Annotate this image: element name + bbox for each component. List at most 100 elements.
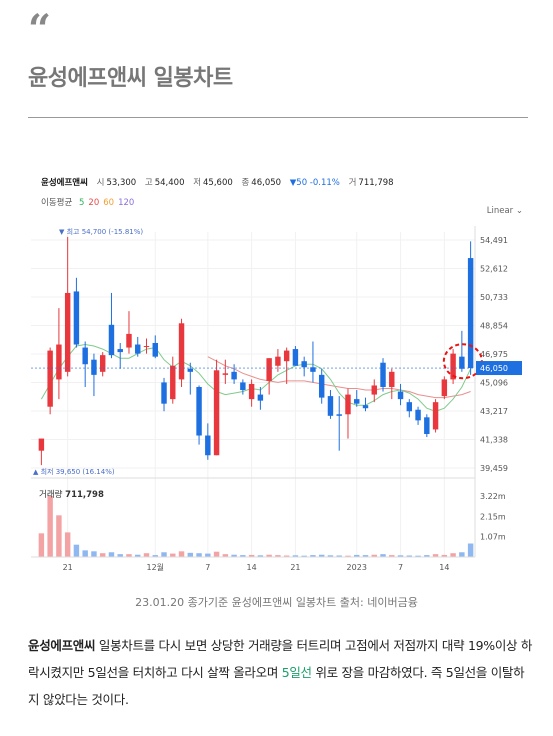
candle-body [108, 324, 115, 356]
volume-bar [310, 555, 316, 557]
volume-bar [459, 552, 465, 557]
volume-bar [64, 532, 71, 557]
volume-bar [47, 496, 53, 557]
high-label: 고 [144, 178, 153, 188]
candle-body [345, 394, 351, 415]
price-axis-label: 52,612 [480, 265, 508, 274]
candle-body [143, 346, 150, 348]
volume-panel-label: 거래량 711,798 [39, 489, 104, 500]
candle-body [91, 359, 97, 375]
candlestick-chart-svg: 54,491 52,612 50,733 48,854 46,975 45,096 43,2… [31, 226, 522, 572]
candle-body [99, 355, 106, 372]
volume-bar [345, 555, 351, 557]
open-value: 53,300 [106, 178, 137, 188]
quote-icon: “ [28, 6, 52, 53]
period-high-marker: ▼ 최고 54,700 (-15.81%) [59, 227, 143, 236]
volume-axis-label: 2.15m [480, 512, 506, 521]
price-axis-label: 46,975 [480, 350, 508, 359]
candle-body [459, 356, 465, 369]
volume-bar [38, 533, 45, 557]
candle-body [432, 402, 439, 430]
candle-body [371, 385, 377, 395]
current-price-badge [476, 361, 522, 376]
time-axis-label: 14 [247, 563, 257, 572]
volume-axis-label: 1.07m [480, 533, 506, 542]
scale-selector[interactable]: Linear ⌄ [486, 206, 523, 216]
stock-name: 윤성에프앤씨 [41, 178, 88, 188]
volume-axis-label: 3.22m [480, 492, 506, 501]
time-axis-label: 2023 [347, 563, 367, 572]
volume-bar [450, 553, 456, 557]
open-label: 시 [96, 178, 105, 188]
volume-bar [257, 555, 264, 557]
volume-bar [441, 554, 448, 557]
volume-bar [135, 554, 141, 557]
volume-bar [196, 553, 202, 557]
candle-body [450, 353, 456, 380]
candle-body [82, 347, 88, 365]
candle-body [310, 367, 316, 372]
time-axis-label: 21 [290, 563, 300, 572]
volume-bar [292, 555, 299, 557]
volume-bar [266, 554, 272, 557]
candle-body [161, 382, 167, 404]
volume-bar [205, 553, 211, 557]
volume-bar [231, 554, 237, 557]
candle-body [397, 391, 404, 400]
volume-bar [389, 555, 395, 557]
body-text-part2: 위로 장을 마감하였다. 즉 5일선을 이탈하지 않았다는 것이다. [28, 665, 525, 707]
volume-bar [187, 552, 194, 557]
candle-body [380, 362, 386, 387]
time-axis-label: 7 [205, 563, 210, 572]
volume-bar [432, 554, 439, 557]
price-info-row: 윤성에프앤씨 시 53,300 고 54,400 저 45,600 종 46,050 ▼… [41, 176, 400, 188]
volume-bar [240, 555, 246, 557]
candle-body [354, 399, 360, 404]
candle-body [240, 382, 246, 391]
ma-legend-item: 5 [78, 198, 85, 208]
candle-body [126, 333, 132, 348]
volume-bar [336, 555, 342, 557]
volume-bar [406, 555, 413, 557]
volume-bar [318, 554, 325, 557]
candle-body [362, 405, 369, 409]
candle-body [222, 373, 229, 375]
volume-bar [397, 555, 404, 557]
heading-divider [28, 117, 528, 118]
ma-legend-item: 120 [118, 198, 135, 208]
stock-chart[interactable]: 윤성에프앤씨 시 53,300 고 54,400 저 45,600 종 46,050 ▼… [27, 168, 527, 580]
volume-bar [248, 554, 255, 557]
volume-bar [170, 553, 176, 557]
volume-bar [380, 554, 386, 557]
volume-bar [362, 555, 369, 557]
current-price-badge-text: 46,050 [480, 364, 508, 373]
candle-body [248, 383, 255, 400]
candle-body [187, 368, 194, 372]
chart-caption: 23.01.20 종가기준 윤성에프앤씨 일봉차트 출처: 네이버금융 [135, 596, 418, 609]
volume-bar [91, 551, 97, 557]
change-value: ▼50 -0.11% [289, 178, 340, 188]
price-axis-label: 45,096 [480, 379, 508, 388]
candle-body [275, 356, 281, 366]
volume-bar [275, 555, 281, 557]
candle-body [213, 370, 220, 456]
ma-legend-item: 20 [88, 198, 100, 208]
body-text-part1: 일봉차트를 다시 보면 상당한 거래량을 터트리며 고점에서 저점까지 대략 1… [28, 638, 533, 680]
volume-bar [371, 554, 377, 557]
volume-bar [161, 552, 167, 557]
price-axis-label: 43,217 [480, 407, 508, 416]
volume-label: 거 [348, 178, 357, 188]
candle-body [441, 379, 448, 397]
body-company-name: 윤성에프앤씨 [28, 638, 96, 653]
period-low-marker: ▲ 최저 39,650 (16.14%) [33, 467, 115, 476]
candle-body [47, 350, 53, 407]
candle-body [205, 435, 211, 456]
volume-bar [99, 553, 106, 557]
candle-body [117, 349, 123, 353]
candle-body [283, 350, 290, 362]
price-axis-label: 50,733 [480, 293, 508, 302]
candle-body [292, 349, 299, 366]
volume-bar [301, 555, 307, 557]
price-axis-label: 54,491 [480, 236, 508, 245]
volume-bar [283, 555, 290, 557]
